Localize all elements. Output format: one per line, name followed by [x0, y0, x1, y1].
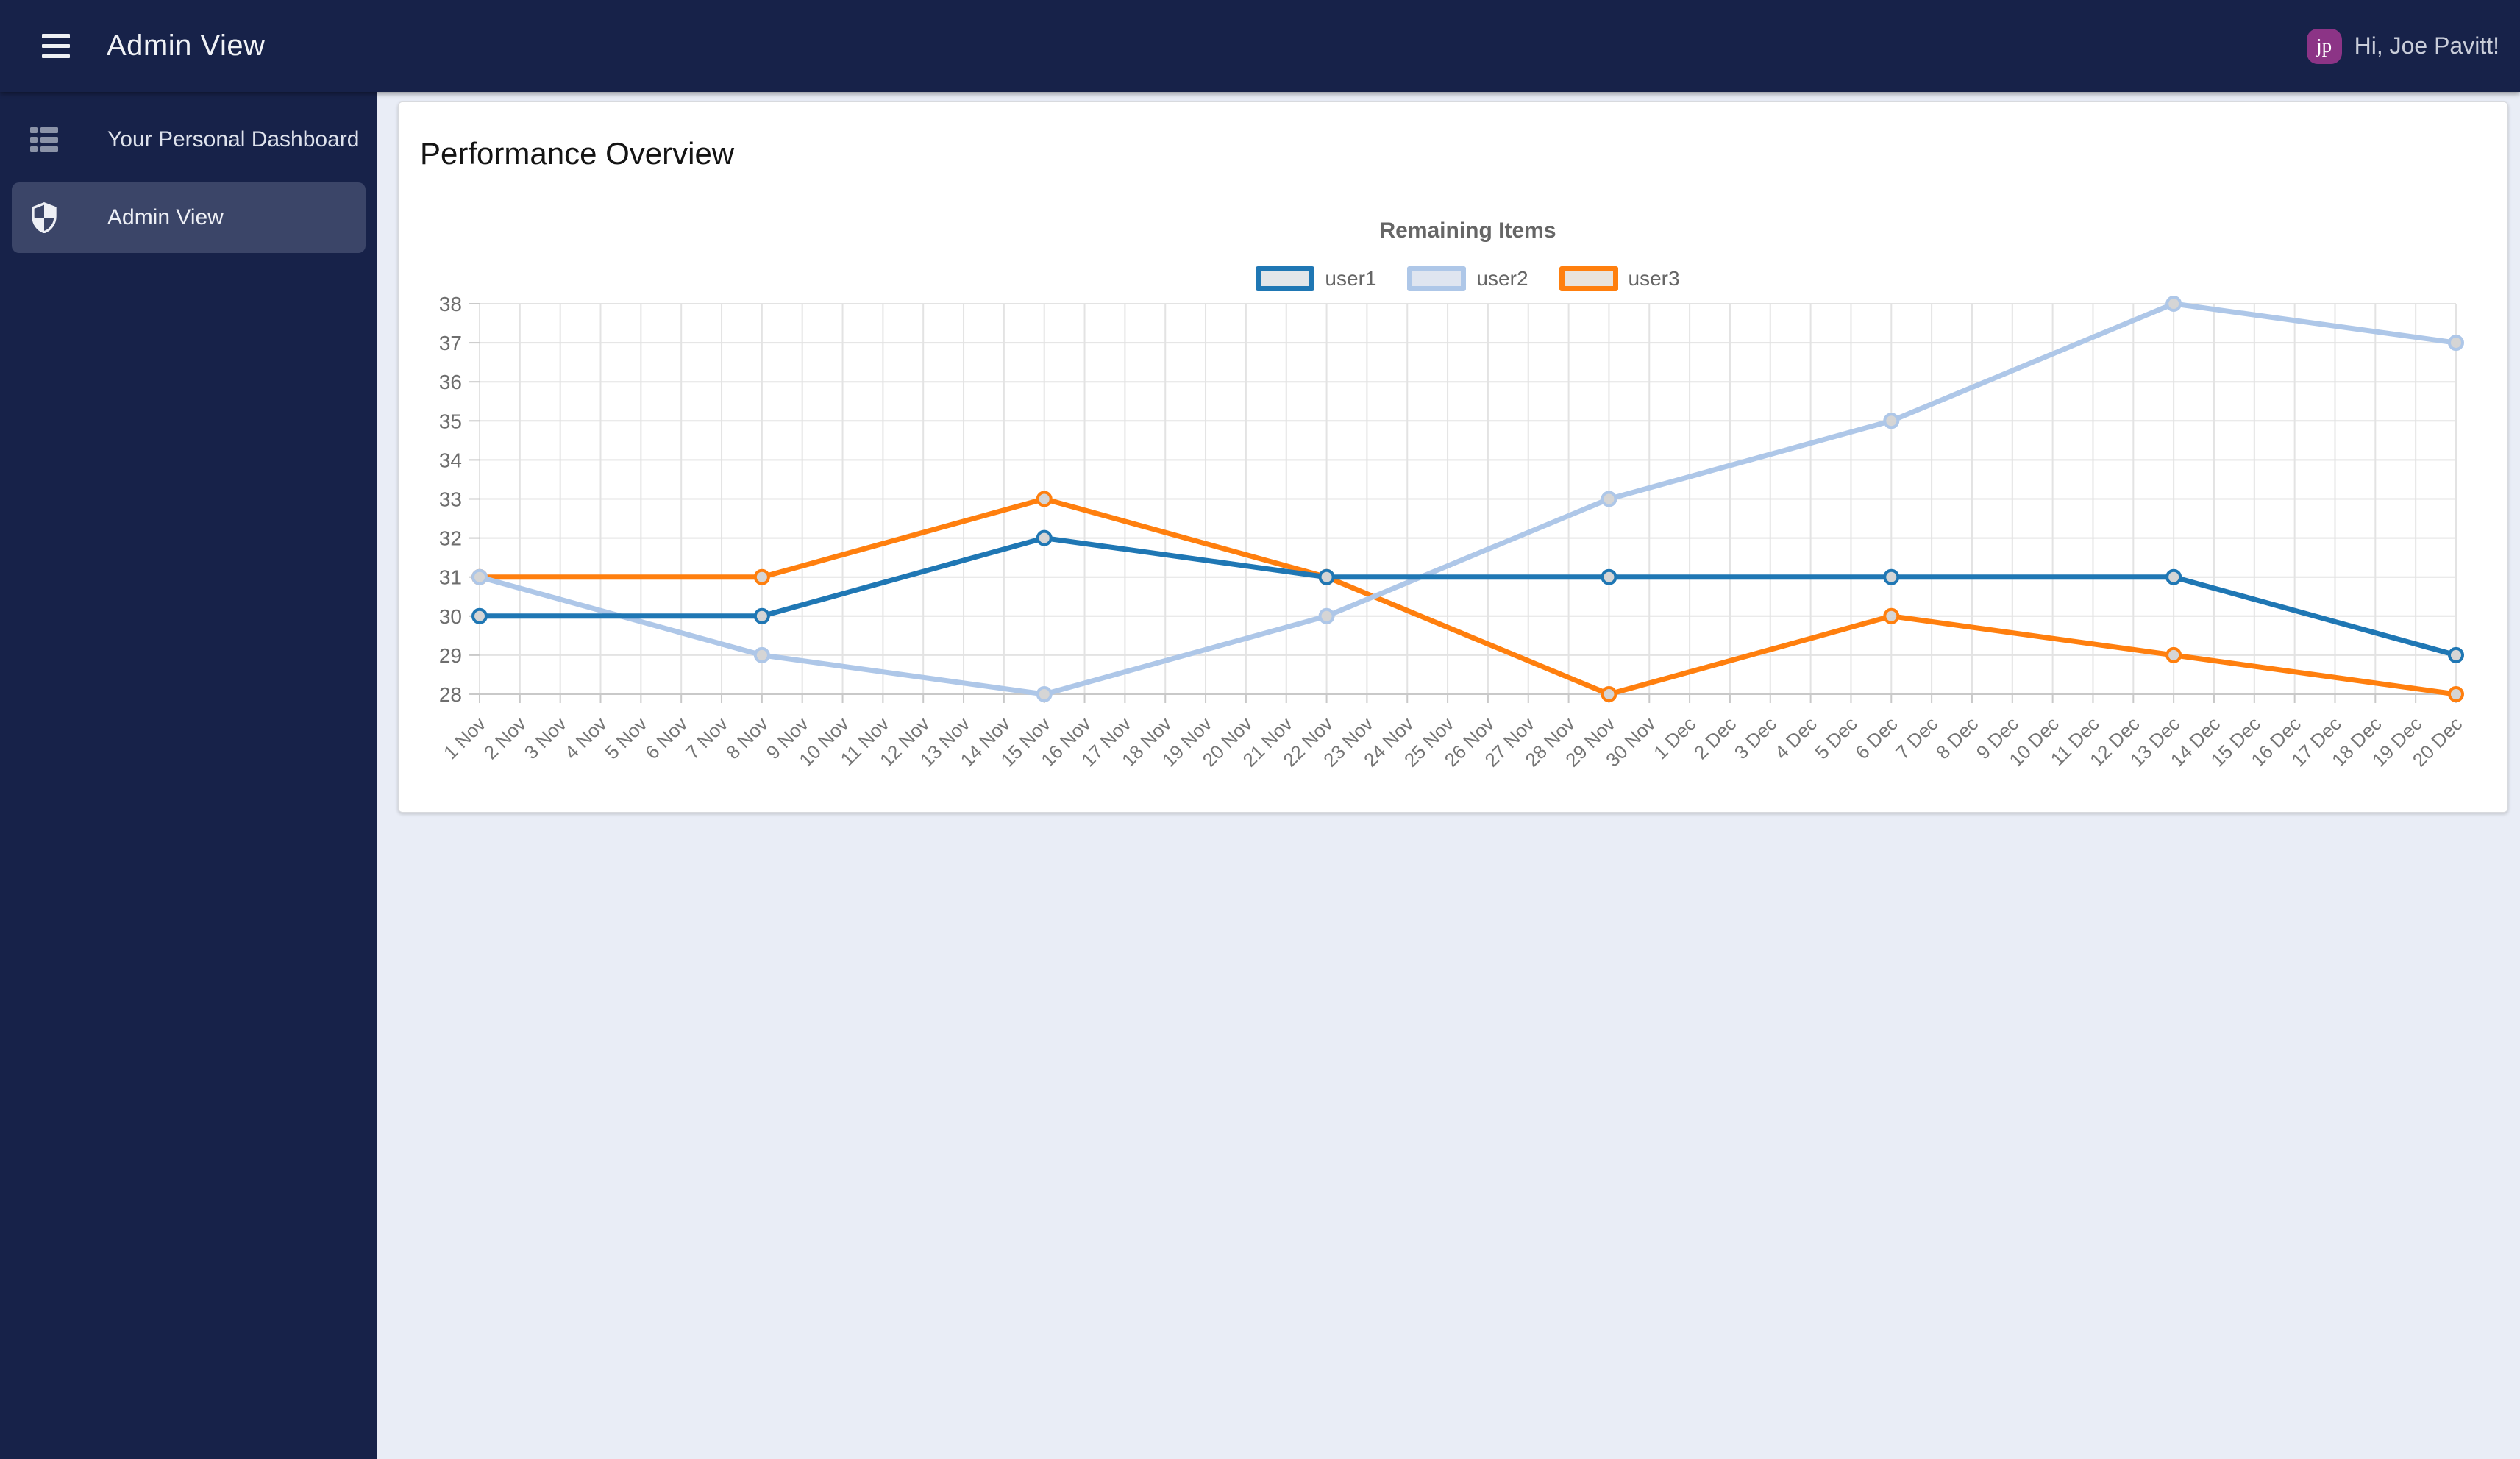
sidebar-item-admin-view[interactable]: Admin View	[12, 182, 366, 253]
sidebar-item-label: Admin View	[107, 205, 224, 229]
data-point-user2-15 Nov[interactable]	[1036, 686, 1053, 702]
y-axis-label: 35	[439, 410, 462, 432]
data-point-user2-20 Dec[interactable]	[2448, 335, 2464, 352]
data-point-user3-6 Dec[interactable]	[1883, 607, 1900, 624]
data-point-user3-20 Dec[interactable]	[2448, 686, 2464, 702]
data-point-user2-29 Nov[interactable]	[1601, 491, 1617, 507]
user-greeting: Hi, Joe Pavitt!	[2354, 32, 2499, 59]
y-axis-label: 34	[439, 449, 462, 471]
x-axis-label: 8 Nov	[722, 713, 772, 763]
chart-legend: user1 user2 user3	[480, 263, 2456, 295]
chart-title: Remaining Items	[1379, 218, 1556, 243]
x-axis-label: 5 Nov	[600, 713, 651, 763]
card-title: Performance Overview	[420, 136, 735, 171]
data-point-user2-6 Dec[interactable]	[1883, 413, 1900, 429]
list-icon	[29, 124, 59, 155]
x-axis-label: 4 Nov	[560, 713, 611, 763]
legend-label: user3	[1628, 267, 1680, 290]
y-axis-label: 29	[439, 644, 462, 667]
x-axis-label: 5 Dec	[1810, 713, 1861, 763]
app-title: Admin View	[107, 29, 266, 62]
y-axis-label: 36	[439, 371, 462, 393]
data-point-user1-13 Dec[interactable]	[2165, 568, 2182, 585]
series-line-user3	[477, 496, 2459, 697]
data-point-user1-6 Dec[interactable]	[1883, 568, 1900, 585]
data-point-user1-8 Nov[interactable]	[753, 607, 770, 624]
x-axis-label: 8 Dec	[1932, 713, 1982, 763]
hamburger-menu-icon[interactable]	[42, 34, 70, 58]
y-axis-label: 31	[439, 566, 462, 589]
x-axis-label: 3 Nov	[520, 713, 571, 763]
y-axis-label: 32	[439, 527, 462, 550]
data-point-user2-8 Nov[interactable]	[753, 646, 770, 663]
data-point-user3-8 Nov[interactable]	[753, 568, 770, 585]
legend-swatch-user2	[1407, 266, 1467, 291]
legend-label: user2	[1476, 267, 1528, 290]
series-line-user2	[477, 301, 2459, 697]
x-axis-label: 2 Dec	[1690, 713, 1740, 763]
data-point-user3-29 Nov[interactable]	[1601, 686, 1617, 702]
legend-item-user3[interactable]: user3	[1559, 266, 1680, 291]
sidebar: Your Personal Dashboard Admin View	[0, 92, 377, 1459]
data-point-user1-22 Nov[interactable]	[1318, 568, 1335, 585]
y-axis-label: 28	[439, 683, 462, 706]
data-point-user1-29 Nov[interactable]	[1601, 568, 1617, 585]
y-axis-label: 30	[439, 605, 462, 628]
data-point-user2-13 Dec[interactable]	[2165, 296, 2182, 312]
app-header: Admin View jp Hi, Joe Pavitt!	[0, 0, 2520, 92]
sidebar-item-personal-dashboard[interactable]: Your Personal Dashboard	[12, 104, 366, 175]
shield-icon	[29, 202, 59, 233]
x-axis-label: 1 Nov	[439, 713, 490, 763]
avatar[interactable]: jp	[2306, 28, 2342, 64]
performance-overview-card: Performance Overview Remaining Items use…	[398, 101, 2508, 813]
y-axis-label: 38	[439, 293, 462, 315]
x-axis-label: 3 Dec	[1730, 713, 1781, 763]
legend-label: user1	[1325, 267, 1377, 290]
x-axis-label: 6 Dec	[1851, 713, 1901, 763]
legend-item-user1[interactable]: user1	[1256, 266, 1376, 291]
legend-swatch-user3	[1559, 266, 1618, 291]
y-axis-label: 33	[439, 488, 462, 511]
x-axis-label: 6 Nov	[641, 713, 691, 763]
main-content: Performance Overview Remaining Items use…	[377, 92, 2520, 1459]
avatar-initials: jp	[2316, 35, 2332, 57]
x-axis-label: 1 Dec	[1649, 713, 1700, 763]
x-axis-label: 7 Nov	[681, 713, 732, 763]
user-area: jp Hi, Joe Pavitt!	[2306, 28, 2499, 64]
data-point-user1-20 Dec[interactable]	[2448, 646, 2464, 663]
y-axis-label: 37	[439, 332, 462, 354]
data-point-user2-22 Nov[interactable]	[1318, 607, 1335, 624]
data-point-user2-1 Nov[interactable]	[471, 568, 488, 585]
x-axis-label: 7 Dec	[1891, 713, 1942, 763]
x-axis-label: 2 Nov	[480, 713, 530, 763]
series-line-user1	[477, 535, 2459, 658]
data-point-user3-15 Nov[interactable]	[1036, 491, 1053, 507]
data-point-user1-1 Nov[interactable]	[471, 607, 488, 624]
legend-swatch-user1	[1256, 266, 1315, 291]
legend-item-user2[interactable]: user2	[1407, 266, 1528, 291]
x-axis-label: 4 Dec	[1770, 713, 1821, 763]
data-point-user1-15 Nov[interactable]	[1036, 529, 1053, 546]
sidebar-item-label: Your Personal Dashboard	[107, 127, 360, 151]
data-point-user3-13 Dec[interactable]	[2165, 646, 2182, 663]
